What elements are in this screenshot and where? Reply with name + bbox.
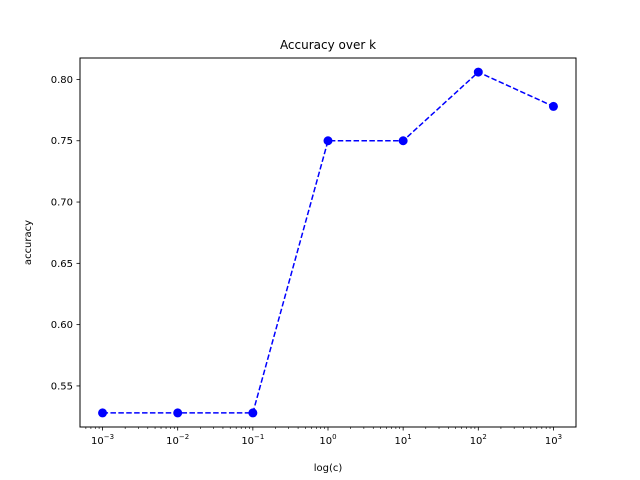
data-point — [248, 408, 258, 418]
x-tick-label: 100 — [319, 433, 336, 447]
x-tick-label-exponent: 2 — [482, 433, 486, 441]
x-tick-label-base: 10 — [470, 436, 483, 447]
data-point — [98, 408, 108, 418]
x-tick-label-exponent: −1 — [254, 433, 264, 441]
data-point — [323, 136, 333, 146]
data-point — [398, 136, 408, 146]
x-tick-label-exponent: 0 — [332, 433, 336, 441]
y-tick-label: 0.75 — [51, 136, 73, 147]
y-tick-label: 0.80 — [51, 75, 73, 86]
series-line — [102, 71, 554, 414]
x-tick-label: 10−3 — [91, 433, 114, 447]
x-tick-label-exponent: 3 — [558, 433, 562, 441]
data-point — [173, 408, 183, 418]
x-tick-label: 102 — [470, 433, 487, 447]
x-tick-label-base: 10 — [545, 436, 558, 447]
x-tick-label-exponent: 1 — [407, 433, 411, 441]
x-tick-label-exponent: −2 — [179, 433, 189, 441]
x-tick-label-base: 10 — [395, 436, 408, 447]
x-axis-title: log(c) — [314, 463, 343, 474]
y-tick-label: 0.55 — [51, 381, 73, 392]
data-point — [473, 67, 483, 77]
x-axis: 10−3 10−2 10−1 100 101 102 103 — [85, 427, 562, 447]
x-tick-label-base: 10 — [166, 436, 179, 447]
y-axis: 0.55 0.60 0.65 0.70 0.75 0.80 — [51, 75, 80, 392]
y-tick-label: 0.65 — [51, 259, 73, 270]
x-tick-label: 10−1 — [241, 433, 264, 447]
plot-frame — [79, 57, 577, 428]
x-tick-label-base: 10 — [241, 436, 254, 447]
chart-title: Accuracy over k — [280, 38, 376, 52]
y-axis-title: accuracy — [23, 220, 34, 265]
x-tick-label-base: 10 — [91, 436, 104, 447]
data-point — [548, 101, 558, 111]
series-layer — [98, 67, 558, 418]
x-tick-label: 10−2 — [166, 433, 189, 447]
x-tick-label: 101 — [395, 433, 412, 447]
y-tick-label: 0.60 — [51, 320, 73, 331]
x-tick-label-exponent: −3 — [104, 433, 114, 441]
x-tick-label: 103 — [545, 433, 562, 447]
y-tick-label: 0.70 — [51, 198, 73, 209]
x-tick-label-base: 10 — [319, 436, 332, 447]
